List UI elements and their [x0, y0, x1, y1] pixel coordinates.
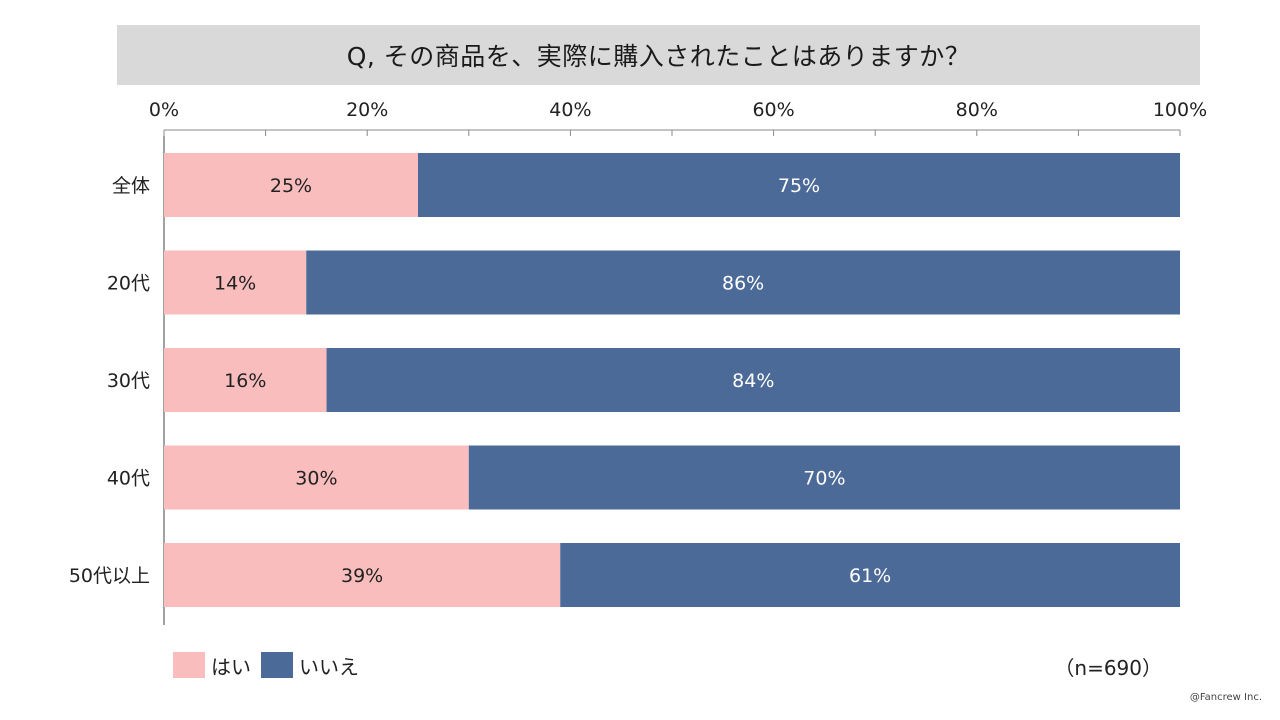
x-tick-label: 20%: [346, 99, 388, 121]
legend-swatch-yes: [173, 652, 205, 678]
legend: はい いいえ: [173, 651, 369, 679]
category-label: 40代: [107, 468, 150, 490]
data-label: 70%: [803, 468, 845, 490]
legend-swatch-no: [261, 652, 293, 678]
category-label: 全体: [112, 175, 150, 197]
x-tick-label: 100%: [1153, 99, 1207, 121]
data-label: 16%: [224, 370, 266, 392]
copyright-text: @Fancrew Inc.: [1189, 692, 1262, 703]
legend-item-no: いいえ: [261, 651, 359, 680]
category-label: 50代以上: [69, 565, 150, 587]
sample-size-note: （n=690）: [1054, 656, 1162, 680]
bar-segment-yes: [164, 543, 561, 607]
bar-segment-yes: [164, 153, 418, 217]
category-label: 20代: [107, 273, 150, 295]
bar-segment-yes: [164, 250, 307, 315]
data-label: 61%: [849, 565, 891, 587]
chart-title: Q, その商品を、実際に購入されたことはありますか？: [346, 42, 971, 71]
data-label: 86%: [722, 273, 764, 295]
data-label: 39%: [341, 565, 383, 587]
data-label: 25%: [270, 175, 312, 197]
legend-label-yes: はい: [211, 654, 251, 679]
data-label: 84%: [732, 370, 774, 392]
bar-segment-yes: [164, 348, 327, 412]
x-tick-label: 80%: [956, 99, 998, 121]
x-tick-label: 0%: [149, 99, 179, 121]
bar-segment-no: [468, 445, 1180, 510]
bar-segment-no: [306, 250, 1180, 315]
bar-segment-no: [326, 348, 1180, 412]
data-label: 75%: [778, 175, 820, 197]
x-tick-label: 60%: [752, 99, 794, 121]
data-label: 14%: [214, 273, 256, 295]
legend-item-yes: はい: [173, 651, 251, 680]
x-tick-label: 40%: [549, 99, 591, 121]
data-label: 30%: [295, 468, 337, 490]
legend-label-no: いいえ: [299, 654, 359, 679]
bar-segment-no: [418, 153, 1180, 217]
chart-title-bar: Q, その商品を、実際に購入されたことはありますか？: [117, 25, 1200, 85]
category-label: 30代: [107, 370, 150, 392]
bar-segment-yes: [164, 445, 469, 510]
bar-segment-no: [560, 543, 1180, 607]
